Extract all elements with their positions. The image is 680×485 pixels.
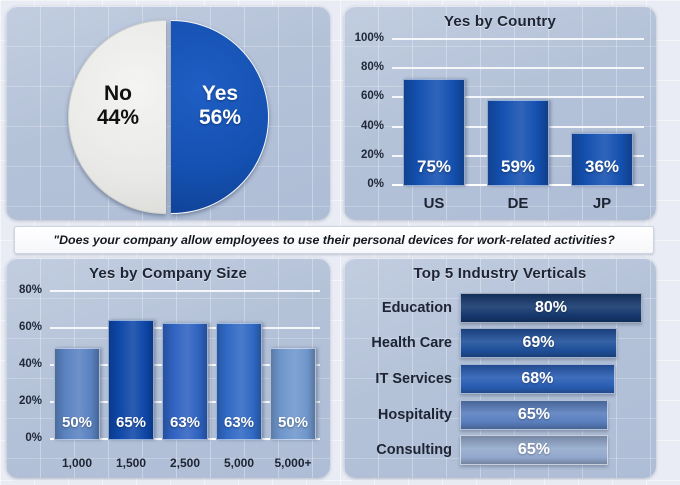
company-size-bar[interactable]: 50% [270,347,316,440]
company-size-bar-column[interactable]: 65% [108,292,154,440]
industry-category-label: Health Care [371,335,452,352]
company-size-x-label: 5,000 [223,456,255,470]
company-size-bar-value: 63% [169,414,201,431]
country-bar[interactable]: 75% [403,79,465,186]
country-bar-column[interactable]: 75% [403,40,465,186]
survey-question-caption: "Does your company allow employees to us… [14,226,654,254]
industry-bar[interactable]: 80% [460,292,642,323]
industry-bar-track: 69% [460,328,642,359]
country-y-tick-label: 20% [360,148,384,161]
industry-bar-track: 65% [460,435,642,466]
company-size-chart-title: Yes by Company Size [88,265,248,282]
industry-row[interactable]: Hospitality 65% [354,399,642,430]
company-size-x-label: 1,000 [61,456,93,470]
pie-chart-panel: No 44% Yes 56% [6,6,330,220]
country-y-tick-label: 100% [354,32,384,44]
country-x-label: US [423,195,445,212]
industry-bar-track: 65% [460,399,642,430]
pie-chart: No 44% Yes 56% [68,20,269,214]
company-size-chart-panel: Yes by Company Size 0% 20% 40% 60% 80% 50% 65%… [6,258,330,478]
country-bars: 75% 59% 36% [392,40,644,186]
industry-bar-value: 65% [517,441,550,459]
company-size-x-axis-labels: 1,000 1,500 2,500 5,000 5,000+ [50,456,320,470]
company-size-y-tick-label: 20% [18,395,42,407]
company-size-y-tick-label: 0% [25,432,42,444]
industry-bar[interactable]: 65% [460,399,608,430]
industry-bar-value: 65% [517,405,550,423]
country-gridline: 60% [361,90,644,102]
caption-text: "Does your company allow employees to us… [53,233,615,247]
country-y-tick-label: 80% [360,61,384,74]
pie-label-yes: Yes 56% [178,82,262,129]
pie-label-yes-value: 56% [198,105,242,129]
company-size-bar-value: 50% [61,414,93,431]
industry-row[interactable]: Health Care 69% [354,328,642,359]
country-y-tick-label: 60% [360,90,384,103]
company-size-bars: 50% 65% 63% 63% 50% [50,292,320,440]
industry-category-label: Education [381,299,452,316]
company-size-x-label: 5,000+ [274,456,312,470]
country-gridline: 100% [355,32,644,44]
country-x-label: JP [592,195,612,212]
country-y-tick-label: 0% [367,178,384,190]
country-plot-area: 0% 20% 40% 60% 80% 100% 75% 59% 36% [355,32,644,190]
country-chart-title: Yes by Country [444,13,556,30]
country-bar-value: 75% [416,157,452,176]
country-bar-value: 59% [500,157,536,176]
industry-bar-track: 80% [460,292,642,323]
industry-bar[interactable]: 69% [460,328,617,359]
company-size-bar-value: 50% [277,414,309,431]
industry-chart-title: Top 5 Industry Verticals [413,265,587,282]
country-x-label: DE [507,195,529,212]
country-bar-value: 36% [584,157,620,176]
pie-label-no: No 44% [76,82,160,129]
country-x-axis-labels: US DE JP [392,195,644,212]
industry-bar-track: 68% [460,363,642,394]
pie-label-no-text: No [104,82,132,105]
company-size-bar-column[interactable]: 63% [216,292,262,440]
industry-bar-value: 69% [522,334,555,352]
industry-chart-panel: Top 5 Industry Verticals Education 80% Hea… [344,258,656,478]
country-bar[interactable]: 59% [487,99,549,186]
industry-category-label: IT Services [375,370,452,387]
company-size-bar-chart: 0% 20% 40% 60% 80% 50% 65% 63% 63% 50% 1,000 1,500… [6,284,330,478]
pie-label-yes-text: Yes [201,82,239,105]
country-y-tick-label: 40% [360,119,384,132]
company-size-plot-area: 0% 20% 40% 60% 80% 50% 65% 63% 63% 50% [19,284,320,444]
company-size-bar-column[interactable]: 63% [162,292,208,440]
industry-bar[interactable]: 68% [460,363,615,394]
industry-row[interactable]: Consulting 65% [354,435,642,466]
industry-bar[interactable]: 65% [460,435,608,466]
company-size-bar[interactable]: 50% [54,347,100,440]
company-size-x-label: 1,500 [115,456,147,470]
industry-category-label: Hospitality [377,406,452,423]
industry-bar-chart: Education 80% Health Care 69% IT Services 68%… [354,290,642,468]
country-bar[interactable]: 36% [571,133,633,186]
industry-row[interactable]: Education 80% [354,292,642,323]
company-size-bar-value: 63% [223,414,255,431]
pie-label-no-value: 44% [96,105,140,129]
company-size-bar-column[interactable]: 50% [54,292,100,440]
industry-bar-value: 80% [534,298,568,316]
industry-bar-value: 68% [521,369,554,387]
country-bar-column[interactable]: 36% [571,40,633,186]
company-size-y-tick-label: 60% [18,321,42,333]
company-size-bar-column[interactable]: 50% [270,292,316,440]
company-size-bar[interactable]: 65% [108,319,154,440]
company-size-bar-value: 65% [115,414,147,431]
company-size-bar[interactable]: 63% [162,323,208,440]
country-bar-chart: 0% 20% 40% 60% 80% 100% 75% 59% 36% US DE JP [344,32,656,220]
company-size-bar[interactable]: 63% [216,323,262,440]
company-size-x-label: 2,500 [169,456,201,470]
company-size-y-tick-label: 40% [18,358,42,370]
industry-category-label: Consulting [376,442,452,459]
country-gridline: 80% [361,61,644,73]
country-bar-column[interactable]: 59% [487,40,549,186]
industry-row[interactable]: IT Services 68% [354,363,642,394]
country-chart-panel: Yes by Country 0% 20% 40% 60% 80% 100% 75% 59% 3… [344,6,656,220]
company-size-gridline: 80% [19,284,320,296]
company-size-y-tick-label: 80% [18,284,42,296]
